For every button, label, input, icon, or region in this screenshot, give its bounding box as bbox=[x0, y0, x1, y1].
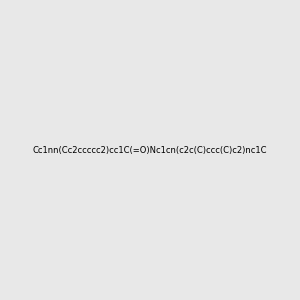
Text: Cc1nn(Cc2ccccc2)cc1C(=O)Nc1cn(c2c(C)ccc(C)c2)nc1C: Cc1nn(Cc2ccccc2)cc1C(=O)Nc1cn(c2c(C)ccc(… bbox=[33, 146, 267, 154]
